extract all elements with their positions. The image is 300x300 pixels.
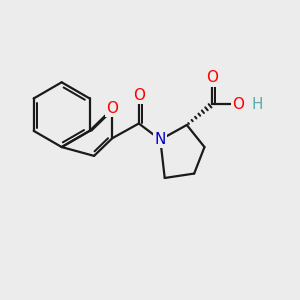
- Text: H: H: [252, 97, 263, 112]
- Text: O: O: [106, 101, 118, 116]
- Text: O: O: [232, 97, 244, 112]
- Text: O: O: [133, 88, 145, 103]
- Text: O: O: [206, 70, 218, 86]
- Text: N: N: [154, 132, 166, 147]
